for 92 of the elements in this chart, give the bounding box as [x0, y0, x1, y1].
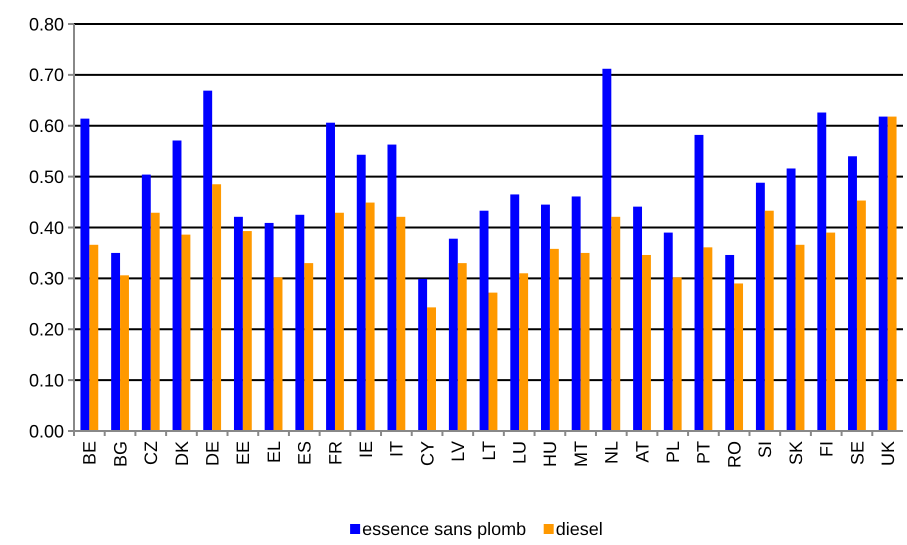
x-tick-label: HU: [540, 441, 560, 467]
y-tick-label: 0.40: [28, 218, 64, 238]
bar: [458, 263, 467, 431]
x-tick-label: PT: [694, 441, 714, 464]
bar: [878, 116, 888, 431]
y-tick-label: 0.70: [28, 65, 64, 86]
bar: [764, 210, 774, 431]
x-tick-label: FR: [325, 441, 346, 465]
x-tick-label: LT: [478, 440, 499, 461]
x-tick-label: PL: [663, 441, 684, 464]
x-tick-label: BE: [80, 441, 100, 466]
x-tick-label: LU: [510, 441, 530, 464]
bar: [633, 206, 642, 431]
bar: [510, 194, 520, 431]
y-tick-label: 0.20: [28, 320, 64, 340]
bar: [734, 283, 744, 431]
bar: [80, 118, 90, 431]
bar: [366, 202, 375, 431]
x-tick-label: SK: [786, 441, 806, 466]
bar: [120, 275, 129, 431]
bar: [848, 156, 857, 431]
x-tick-label: SI: [755, 441, 776, 458]
bar: [356, 154, 366, 431]
bar: [111, 252, 120, 431]
y-tick-label: 0.80: [28, 14, 64, 34]
x-tick-label: FI: [816, 441, 837, 457]
bar: [264, 222, 274, 431]
x-tick-label: NL: [602, 441, 622, 464]
x-tick-label: UK: [878, 441, 898, 466]
bar: [212, 184, 222, 431]
bar: [694, 134, 704, 431]
bar: [580, 252, 590, 431]
legend-label: essence sans plomb: [362, 519, 526, 539]
bar: [488, 292, 498, 431]
bar: [703, 247, 712, 431]
x-tick-label: CZ: [141, 441, 162, 465]
bar: [817, 112, 826, 431]
bar: [181, 234, 190, 431]
bar: [572, 196, 581, 431]
bar: [418, 278, 428, 431]
bar: [519, 273, 528, 431]
x-tick-label: EE: [233, 441, 254, 466]
x-tick-label: AT: [632, 441, 652, 463]
bar: [304, 263, 314, 431]
x-tick-label: LV: [448, 441, 468, 462]
x-tick-label: SE: [847, 441, 868, 466]
bar: [480, 210, 488, 431]
bar: [672, 277, 682, 431]
legend-label: diesel: [556, 519, 603, 539]
bar: [856, 200, 866, 431]
x-tick-label: IE: [356, 441, 376, 458]
y-tick-label: 0.60: [28, 116, 64, 136]
bar: [611, 216, 620, 431]
x-tick-label: RO: [724, 441, 744, 468]
bar: [448, 238, 458, 431]
bar: [274, 277, 282, 431]
bar: [203, 90, 212, 431]
bar: [602, 68, 612, 431]
bar: [142, 174, 151, 431]
y-tick-label: 0.50: [28, 166, 64, 187]
bar: [756, 182, 765, 431]
x-tick-label: CY: [417, 441, 438, 466]
x-tick-label: MT: [570, 441, 591, 467]
x-tick-label: IT: [386, 441, 407, 457]
bar: [150, 212, 160, 431]
bar: [664, 232, 673, 431]
bar: [242, 231, 252, 431]
bar: [326, 122, 335, 431]
x-tick-label: DK: [172, 441, 192, 466]
x-tick-label: DE: [202, 441, 222, 466]
y-tick-label: 0.10: [28, 370, 64, 390]
y-tick-label: 0.00: [28, 421, 64, 442]
bar: [642, 254, 651, 431]
y-tick-label: 0.30: [28, 268, 64, 289]
bar: [427, 307, 436, 431]
bar: [396, 216, 406, 431]
bar: [550, 248, 559, 431]
bar: [295, 214, 304, 431]
x-tick-label: BG: [110, 441, 130, 468]
bar: [725, 254, 734, 431]
bar: [796, 244, 804, 431]
x-tick-label: EL: [264, 441, 284, 464]
bar: [234, 216, 243, 431]
bar: [888, 116, 897, 431]
bar: [387, 144, 396, 431]
bar: [89, 244, 98, 431]
bar: [826, 232, 836, 431]
bar: [172, 140, 182, 431]
x-tick-label: ES: [294, 441, 315, 466]
bar: [334, 212, 344, 431]
bar: [541, 204, 550, 431]
bar: [786, 168, 796, 431]
